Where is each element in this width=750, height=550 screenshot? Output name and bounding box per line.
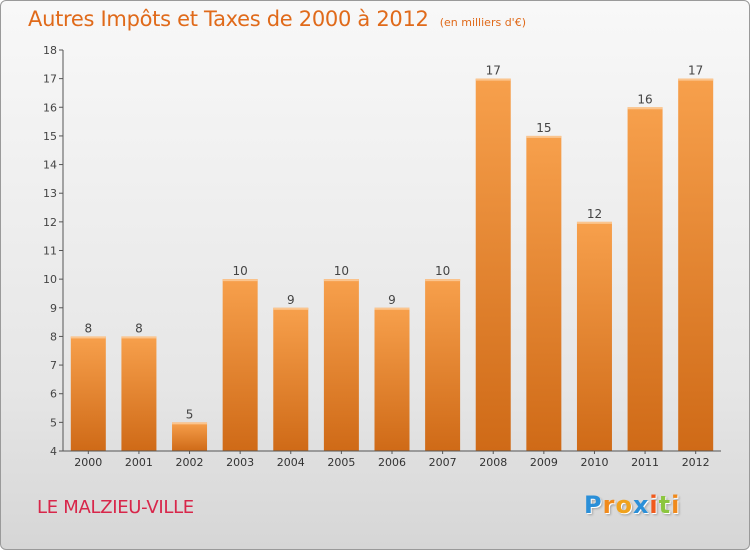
value-label-2005: 10 [334, 264, 349, 278]
y-tick-label-16: 16 [43, 101, 57, 114]
chart-title: Autres Impôts et Taxes de 2000 à 2012 [28, 7, 429, 31]
bar-highlight-2011 [627, 107, 663, 110]
y-tick-label-15: 15 [43, 130, 57, 143]
bar-highlight-2002 [172, 422, 208, 425]
value-label-2012: 17 [688, 64, 703, 78]
proxiti-logo: Proxiti [584, 491, 680, 519]
value-label-2008: 17 [486, 64, 501, 78]
y-tick-label-17: 17 [43, 73, 57, 86]
bar-highlight-2008 [475, 78, 511, 81]
y-tick-label-12: 12 [43, 216, 57, 229]
bar-highlight-2009 [526, 135, 562, 138]
y-tick-label-9: 9 [50, 302, 57, 315]
y-tick-label-11: 11 [43, 245, 57, 258]
bar-2008 [475, 78, 511, 452]
logo-letter: i [671, 491, 681, 519]
value-label-2003: 10 [233, 264, 248, 278]
y-tick-label-14: 14 [43, 159, 57, 172]
value-label-2011: 16 [637, 92, 652, 106]
bar-2011 [627, 107, 663, 452]
bar-highlight-2003 [222, 279, 258, 282]
value-label-2006: 9 [388, 293, 396, 307]
x-tick-label-2008: 2008 [479, 456, 507, 469]
bar-highlight-2001 [121, 336, 157, 339]
bar-highlight-2007 [425, 279, 461, 282]
x-tick-label-2002: 2002 [176, 456, 204, 469]
location-label: LE MALZIEU-VILLE [37, 497, 194, 518]
bar-highlight-2006 [374, 307, 410, 310]
x-tick-label-2009: 2009 [530, 456, 558, 469]
value-label-2004: 9 [287, 293, 295, 307]
bar-2006 [374, 307, 410, 451]
value-label-2001: 8 [135, 321, 143, 335]
y-tick-label-6: 6 [50, 388, 57, 401]
x-tick-label-2011: 2011 [631, 456, 659, 469]
x-tick-label-2010: 2010 [580, 456, 608, 469]
x-tick-label-2000: 2000 [74, 456, 102, 469]
y-tick-label-7: 7 [50, 359, 57, 372]
bar-2005 [323, 279, 359, 451]
bar-2007 [425, 279, 461, 451]
logo-letter: i [649, 491, 659, 519]
x-tick-label-2001: 2001 [125, 456, 153, 469]
bar-2010 [576, 221, 612, 451]
y-tick-label-13: 13 [43, 187, 57, 200]
bar-highlight-2004 [273, 307, 309, 310]
bar-2012 [678, 78, 714, 452]
x-tick-label-2004: 2004 [277, 456, 305, 469]
bar-highlight-2005 [323, 279, 359, 282]
bar-highlight-2000 [70, 336, 106, 339]
bar-2002 [172, 422, 208, 451]
bar-2009 [526, 135, 562, 451]
x-tick-label-2012: 2012 [682, 456, 710, 469]
value-label-2002: 5 [186, 407, 194, 421]
value-label-2000: 8 [84, 321, 92, 335]
y-tick-label-8: 8 [50, 330, 57, 343]
bar-2001 [121, 336, 157, 451]
value-label-2007: 10 [435, 264, 450, 278]
logo-letter: r [602, 491, 616, 519]
y-tick-label-10: 10 [43, 273, 57, 286]
logo-letter: P [584, 491, 603, 519]
value-label-2010: 12 [587, 207, 602, 221]
bar-highlight-2012 [678, 78, 714, 81]
y-tick-label-5: 5 [50, 416, 57, 429]
x-tick-label-2003: 2003 [226, 456, 254, 469]
logo-letter: o [615, 491, 633, 519]
title-block: Autres Impôts et Taxes de 2000 à 2012 (e… [28, 7, 526, 31]
chart-subtitle: (en milliers d'€) [439, 16, 526, 29]
bar-2003 [222, 279, 258, 451]
bar-2000 [70, 336, 106, 451]
logo-letter: x [632, 491, 650, 519]
x-tick-label-2007: 2007 [429, 456, 457, 469]
logo-letter: t [658, 491, 672, 519]
x-tick-label-2006: 2006 [378, 456, 406, 469]
bar-highlight-2010 [576, 221, 612, 224]
y-tick-label-18: 18 [43, 44, 57, 57]
bar-2004 [273, 307, 309, 451]
x-tick-label-2005: 2005 [327, 456, 355, 469]
value-label-2009: 15 [536, 121, 551, 135]
y-tick-label-4: 4 [50, 445, 57, 458]
